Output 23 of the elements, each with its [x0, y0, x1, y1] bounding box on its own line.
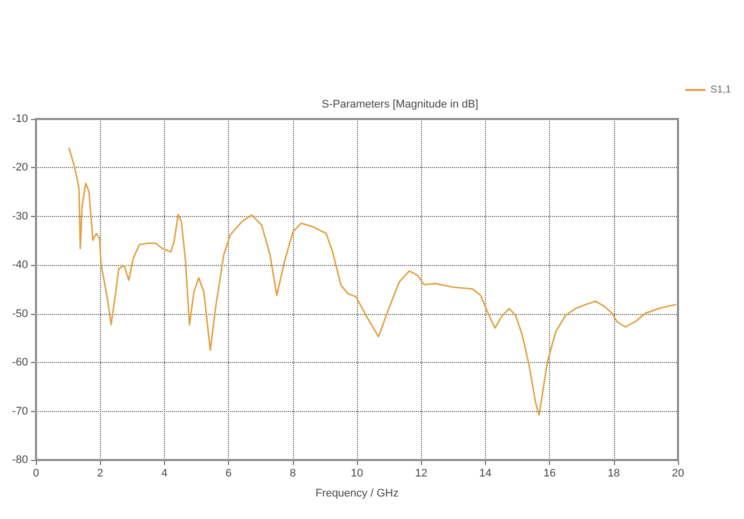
y-tick-label: -70: [12, 405, 28, 418]
y-tick-label: -40: [12, 259, 28, 272]
y-tick-label: -10: [12, 113, 28, 125]
line-series: [68, 147, 676, 416]
x-tick-label: 18: [608, 468, 620, 480]
chart-title: S-Parameters [Magnitude in dB]: [322, 98, 478, 110]
x-tick-label: 10: [350, 468, 364, 480]
x-tick-label: 14: [479, 468, 492, 480]
x-tick-label: 8: [290, 468, 296, 480]
x-tick-label: 20: [672, 468, 684, 480]
x-tick-label: 6: [226, 468, 232, 480]
x-tick-label: 0: [32, 468, 40, 480]
y-tick-label: -60: [12, 356, 28, 369]
legend-label: S1,1: [710, 84, 732, 96]
y-tick-label: -30: [12, 210, 28, 222]
y-tick-label: -80: [12, 454, 28, 466]
x-tick-label: 2: [97, 468, 104, 480]
x-tick-label: 4: [161, 468, 168, 480]
y-tick-label: -20: [12, 162, 28, 174]
x-tick-label: 16: [543, 468, 556, 480]
x-axis-title: Frequency / GHz: [315, 488, 399, 500]
x-tick-label: 12: [415, 468, 428, 480]
y-tick-label: -50: [12, 308, 28, 320]
